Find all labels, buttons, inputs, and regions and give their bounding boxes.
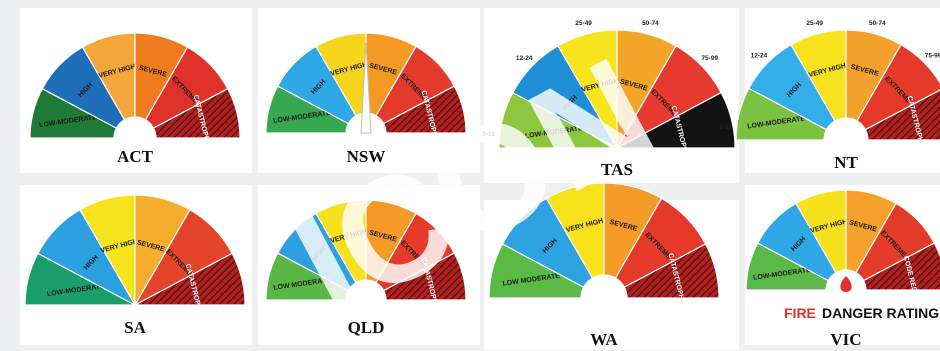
state-label-nt: NT (834, 153, 858, 172)
range-number-label: 75-99 (701, 55, 718, 62)
segment-catastrophic (616, 91, 736, 149)
gauge-hub (581, 275, 627, 321)
gauge-hub (824, 118, 868, 162)
range-number-label: 12-24 (751, 53, 768, 60)
state-label-act: ACT (117, 147, 154, 166)
state-label-wa: WA (590, 330, 618, 349)
range-number-label: 25-49 (806, 20, 823, 27)
segment-catastrophic (134, 252, 246, 306)
gauge-hub (114, 117, 156, 159)
state-label-qld: QLD (348, 318, 385, 337)
vic-fire-text: FIRE (784, 305, 816, 321)
state-label-vic: VIC (830, 330, 861, 349)
vic-danger-rating-text: DANGER RATING (822, 305, 939, 321)
range-number-label: 25-49 (575, 20, 592, 27)
range-number-label: 0-11 (719, 124, 732, 131)
range-number-label: 0-11 (482, 131, 495, 138)
gauge-needle (360, 42, 372, 134)
range-number-label: 75-99 (925, 53, 940, 60)
range-number-label: 50-74 (869, 20, 886, 27)
flame-icon (840, 276, 852, 292)
state-label-nsw: NSW (347, 147, 386, 166)
state-label-sa: SA (124, 318, 146, 337)
range-number-label: 50-74 (642, 20, 659, 27)
state-label-tas: TAS (601, 160, 633, 179)
range-number-label: 12-24 (516, 55, 533, 62)
segment-extreme (856, 43, 940, 131)
gauge-hub (346, 280, 386, 320)
